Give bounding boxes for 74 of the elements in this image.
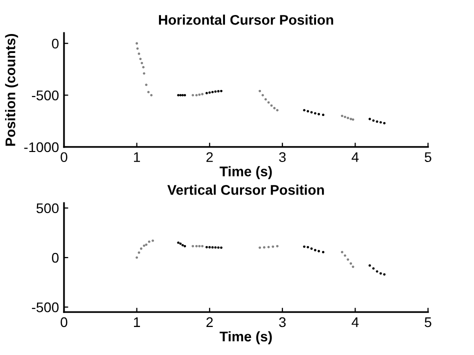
x-tick-label: 0: [60, 317, 68, 328]
point: [198, 93, 201, 96]
y-tick-label: -500: [32, 90, 59, 100]
point: [192, 244, 194, 248]
point: [322, 250, 324, 254]
point: [217, 246, 220, 249]
point: [195, 94, 198, 96]
point: [201, 92, 204, 96]
point: [258, 90, 262, 92]
point: [276, 244, 279, 248]
point: [195, 244, 198, 248]
point: [184, 94, 186, 96]
point: [318, 112, 320, 116]
y-tick-label: -500: [32, 302, 59, 312]
x-tick-label: 2: [206, 152, 213, 162]
y-tick-label: -1000: [24, 142, 59, 152]
x-tick-label: 3: [279, 152, 286, 162]
x-tick-label: 3: [279, 317, 286, 328]
point: [198, 244, 201, 248]
point: [179, 94, 182, 96]
point: [140, 247, 142, 250]
point: [201, 244, 204, 248]
point: [306, 246, 310, 248]
x-tick-label: 2: [206, 317, 213, 327]
point: [184, 244, 186, 248]
point: [314, 248, 316, 252]
point: [139, 58, 142, 60]
point: [372, 267, 375, 270]
point: [379, 272, 382, 275]
point: [138, 251, 140, 254]
point: [318, 250, 320, 252]
point: [272, 245, 274, 248]
x-axis-title: Time (s): [220, 166, 272, 180]
point: [140, 62, 144, 64]
x-tick-label: 5: [424, 152, 432, 162]
point: [310, 247, 313, 250]
point: [179, 242, 182, 245]
point: [340, 114, 344, 118]
point: [340, 250, 344, 254]
point: [205, 246, 208, 248]
point: [205, 92, 208, 94]
point: [276, 108, 279, 112]
x-tick-label: 5: [424, 317, 432, 328]
x-tick-label: 1: [134, 317, 140, 327]
point: [150, 94, 153, 96]
y-tick-label: 500: [36, 203, 59, 214]
x-tick-label: 4: [352, 317, 359, 327]
point: [142, 244, 146, 247]
x-tick-label: 0: [60, 152, 68, 162]
x-axis-title: Time (s): [220, 331, 272, 344]
x-tick-label: 1: [134, 152, 140, 162]
point: [181, 94, 184, 96]
point: [273, 106, 276, 110]
point: [264, 98, 267, 101]
x-tick-label: 4: [352, 152, 359, 162]
chart-title: Vertical Cursor Position: [167, 184, 324, 195]
point: [383, 122, 386, 124]
point: [383, 273, 386, 276]
y-tick-label: 0: [52, 38, 59, 49]
y-axis-title: Position (counts): [5, 34, 18, 146]
point: [350, 262, 352, 265]
point: [148, 240, 150, 243]
point: [211, 246, 214, 249]
point: [181, 244, 184, 246]
point: [192, 94, 194, 96]
point: [208, 91, 211, 94]
point: [379, 121, 382, 124]
point: [314, 112, 316, 115]
point: [372, 119, 375, 122]
point: [322, 114, 324, 116]
point: [142, 72, 146, 75]
point: [258, 246, 262, 249]
y-tick-label: 0: [52, 252, 59, 263]
chart-title: Horizontal Cursor Position: [158, 14, 334, 25]
